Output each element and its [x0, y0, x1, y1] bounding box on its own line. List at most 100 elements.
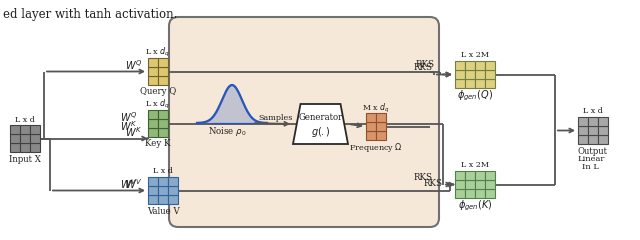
Bar [465, 171, 475, 180]
Text: L x $d_q$: L x $d_q$ [145, 45, 171, 59]
Bar [148, 76, 158, 85]
Text: RKS: RKS [416, 60, 435, 69]
Text: L x d: L x d [153, 167, 173, 175]
Bar [475, 180, 485, 189]
Text: $W^Q$: $W^Q$ [125, 59, 143, 72]
Bar [158, 128, 168, 137]
Text: $W^K$: $W^K$ [125, 126, 143, 139]
Text: RKS: RKS [414, 63, 433, 72]
Bar [588, 117, 598, 126]
Bar [578, 126, 588, 135]
Text: L x d: L x d [15, 116, 35, 124]
Text: L x 2M: L x 2M [461, 161, 489, 169]
Bar [485, 189, 495, 198]
Bar [465, 180, 475, 189]
Bar [465, 79, 475, 88]
Text: L x $d_q$: L x $d_q$ [145, 97, 171, 111]
Bar [30, 143, 40, 152]
Bar [148, 58, 158, 67]
Bar [465, 61, 475, 70]
Text: $\phi_{gen}(Q)$: $\phi_{gen}(Q)$ [457, 89, 493, 103]
Bar [485, 171, 495, 180]
Bar [376, 131, 386, 140]
Bar [455, 70, 465, 79]
Bar [20, 143, 30, 152]
Text: RKS: RKS [414, 173, 433, 182]
Bar [376, 122, 386, 131]
Text: Noise $\rho_0$: Noise $\rho_0$ [208, 126, 246, 138]
Text: $W^V$: $W^V$ [125, 178, 143, 192]
Bar [148, 186, 158, 195]
Bar [455, 79, 465, 88]
Bar [148, 119, 158, 128]
Bar [366, 122, 376, 131]
Text: Linear: Linear [577, 155, 605, 163]
Bar [455, 180, 465, 189]
Bar [455, 171, 465, 180]
Bar [158, 58, 168, 67]
Text: In L: In L [582, 163, 600, 171]
Text: $W^K$: $W^K$ [120, 120, 138, 133]
Bar [20, 134, 30, 143]
Bar [578, 117, 588, 126]
Bar [10, 143, 20, 152]
Text: Output: Output [578, 146, 608, 156]
Bar [588, 126, 598, 135]
Text: Key K: Key K [145, 139, 171, 149]
Bar [366, 131, 376, 140]
Text: RKS: RKS [424, 179, 443, 188]
Text: Query Q: Query Q [140, 88, 176, 96]
Text: L x 2M: L x 2M [461, 51, 489, 59]
Bar [158, 76, 168, 85]
Bar [158, 177, 168, 186]
Bar [455, 61, 465, 70]
Bar [30, 134, 40, 143]
Bar [598, 126, 608, 135]
Bar [598, 135, 608, 144]
Bar [485, 70, 495, 79]
Bar [148, 110, 158, 119]
Bar [475, 171, 485, 180]
Text: Value V: Value V [147, 206, 179, 216]
Bar [465, 70, 475, 79]
Bar [455, 189, 465, 198]
Text: $W^Q$: $W^Q$ [120, 111, 138, 124]
Bar [168, 195, 178, 204]
Text: Input X: Input X [9, 155, 41, 163]
Bar [465, 189, 475, 198]
Bar [475, 79, 485, 88]
Text: ed layer with tanh activation.: ed layer with tanh activation. [3, 8, 177, 21]
Bar [485, 79, 495, 88]
Text: $W^V$: $W^V$ [120, 178, 138, 192]
Text: L x d: L x d [583, 107, 603, 115]
Text: Generator: Generator [298, 113, 342, 122]
Bar [148, 177, 158, 186]
Bar [20, 125, 30, 134]
Bar [475, 61, 485, 70]
Bar [485, 180, 495, 189]
Bar [158, 119, 168, 128]
Text: M x $d_q$: M x $d_q$ [362, 102, 390, 114]
Bar [158, 110, 168, 119]
Bar [376, 113, 386, 122]
Bar [168, 177, 178, 186]
Bar [588, 135, 598, 144]
Polygon shape [293, 104, 348, 144]
Bar [158, 186, 168, 195]
Bar [485, 61, 495, 70]
Bar [366, 113, 376, 122]
Bar [30, 125, 40, 134]
Bar [475, 70, 485, 79]
Bar [158, 67, 168, 76]
Bar [578, 135, 588, 144]
Bar [158, 195, 168, 204]
Bar [148, 67, 158, 76]
Bar [168, 186, 178, 195]
Text: Samples: Samples [258, 114, 292, 122]
Bar [10, 134, 20, 143]
Bar [475, 189, 485, 198]
Text: Frequency $\Omega$: Frequency $\Omega$ [349, 140, 403, 154]
FancyBboxPatch shape [169, 17, 439, 227]
Bar [148, 195, 158, 204]
Bar [10, 125, 20, 134]
